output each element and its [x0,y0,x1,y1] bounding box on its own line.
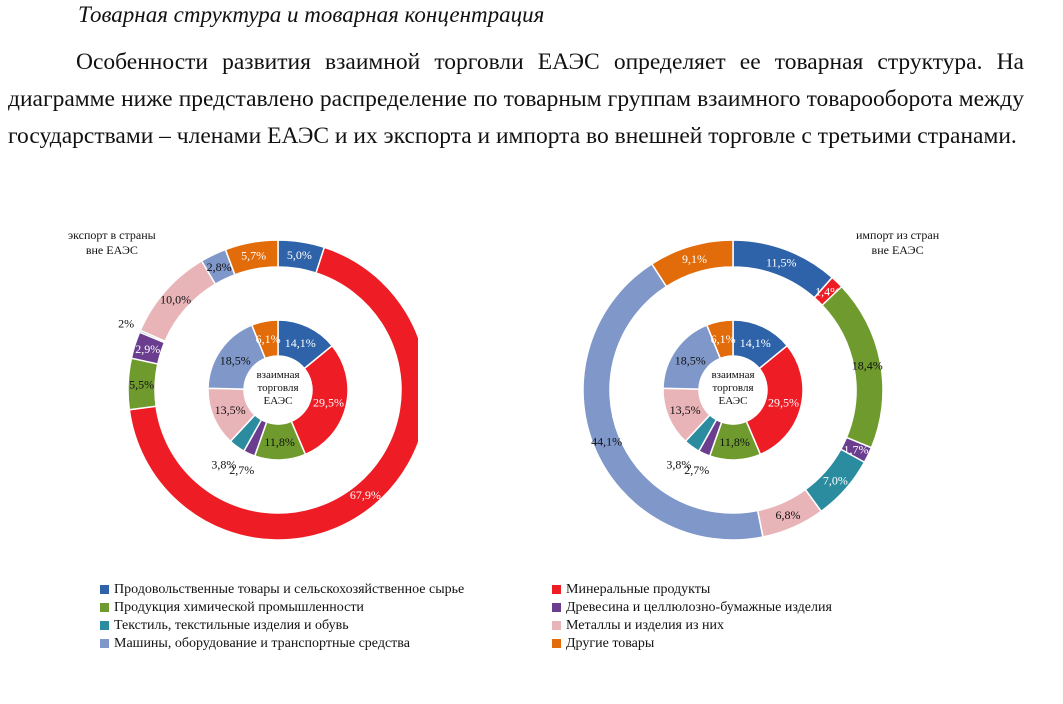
inner-ring-data-label: 18,5% [675,353,706,367]
legend-swatch [552,603,561,612]
center-label-line: взаимная [711,369,754,381]
outer-ring-slice [224,239,279,276]
import-label-line2: вне ЕАЭС [871,243,924,257]
intro-paragraph: Особенности развития взаимной торговли Е… [8,49,1024,149]
inner-ring-data-label: 14,1% [285,336,316,350]
inner-ring-data-label: 3,8% [666,457,691,471]
outer-ring-data-label: 18,4% [852,358,883,372]
inner-ring-data-label: 11,8% [719,435,750,449]
import-ring-label: импорт из стран вне ЕАЭС [856,228,939,258]
center-label-line: ЕАЭС [719,395,748,407]
outer-ring-data-label: 11,5% [766,255,797,269]
inner-ring-data-label: 29,5% [313,395,344,409]
outer-ring-data-label: 10,0% [160,293,191,307]
inner-ring-data-label: 6,1% [256,332,281,346]
outer-ring-data-label: 67,9% [350,488,381,502]
import-donut-chart: 11,5%1,4%18,4%1,7%7,0%6,8%44,1%9,1%14,1%… [582,239,884,541]
legend-label: Металлы и изделия из них [566,618,725,633]
legend-label: Минеральные продукты [566,582,711,597]
outer-ring-data-label: 6,8% [775,508,800,522]
legend-swatch [552,585,561,594]
inner-ring-data-label: 14,1% [740,336,771,350]
legend-label: Машины, оборудование и транспортные сред… [114,636,410,651]
legend-label: Древесина и целлюлозно-бумажные изделия [566,600,832,615]
inner-ring-data-label: 6,1% [711,332,736,346]
inner-ring-data-label: 29,5% [768,395,799,409]
inner-ring-data-label: 2,7% [229,463,254,477]
legend-swatch [100,603,109,612]
center-label-line: торговля [258,382,299,394]
import-label-line1: импорт из стран [856,228,940,242]
legend-item: Древесина и целлюлозно-бумажные изделия [552,600,972,615]
outer-ring-data-label: 7,0% [823,473,848,487]
inner-ring-slice [250,319,279,360]
legend-label: Другие товары [566,636,655,651]
legend-item: Другие товары [552,636,972,651]
legend-swatch [100,585,109,594]
inner-ring-data-label: 11,8% [264,435,295,449]
legend-item: Металлы и изделия из них [552,618,972,633]
center-label-line: торговля [713,382,754,394]
legend-label: Текстиль, текстильные изделия и обувь [114,618,349,633]
outer-ring-data-label: 5,7% [241,249,266,263]
export-ring-label: экспорт в страны вне ЕАЭС [68,228,156,258]
export-label-line1: экспорт в страны [68,228,156,242]
inner-ring-slice [745,344,804,456]
center-label-line: ЕАЭС [264,395,293,407]
inner-ring-data-label: 2,7% [684,463,709,477]
outer-ring-data-label: 9,1% [682,252,707,266]
inner-ring-data-label: 18,5% [220,353,251,367]
legend-swatch [552,639,561,648]
center-label-line: взаимная [256,369,299,381]
outer-ring-data-label: 2,8% [207,260,232,274]
outer-ring-data-label: 44,1% [591,434,622,448]
outer-ring-data-label: 2,9% [135,342,160,356]
legend-swatch [100,621,109,630]
legend-swatch [100,639,109,648]
legend-item: Машины, оборудование и транспортные сред… [100,636,552,651]
outer-ring-slice [650,239,734,288]
legend-label: Продовольственные товары и сельскохозяйс… [114,582,465,597]
chart-legend: Продовольственные товары и сельскохозяйс… [100,582,980,651]
outer-ring-data-label: 0,2% [118,316,134,330]
inner-ring-data-label: 3,8% [211,457,236,471]
section-heading: Товарная структура и товарная концентрац… [78,2,545,27]
export-label-line2: вне ЕАЭС [85,243,138,257]
outer-ring-data-label: 1,7% [843,442,868,456]
outer-ring-data-label: 5,5% [129,377,154,391]
legend-item: Продукция химической промышленности [100,600,552,615]
export-donut-chart: 5,0% 67,9% 5,5% 2,9%0,2% 10,0% 2,8% 5,7% 14,1% 2… [118,239,418,541]
legend-swatch [552,621,561,630]
outer-ring-data-label: 5,0% [287,248,312,262]
inner-ring-data-label: 13,5% [215,403,246,417]
outer-ring-slice [128,246,418,541]
legend-item: Продовольственные товары и сельскохозяйс… [100,582,552,597]
inner-ring-data-label: 13,5% [670,403,701,417]
inner-ring-slice [705,319,734,360]
legend-item: Текстиль, текстильные изделия и обувь [100,618,552,633]
inner-ring-slice [290,344,349,456]
legend-item: Минеральные продукты [552,582,972,597]
legend-label: Продукция химической промышленности [114,600,364,615]
